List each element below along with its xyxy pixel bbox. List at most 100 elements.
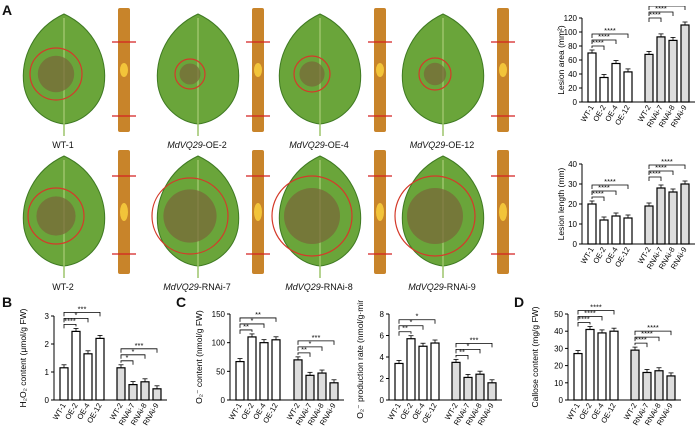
significance-label: * xyxy=(410,318,413,327)
significance-bracket xyxy=(648,164,686,169)
lesion-length-chart: Lesion length (mm)010203040WT-1OE-2OE-4O… xyxy=(556,157,695,271)
significance-label: * xyxy=(251,316,254,325)
leaf-photo-2 xyxy=(156,8,270,136)
lesion-circle xyxy=(27,187,85,245)
y-tick-label: 10 xyxy=(568,220,577,229)
bar xyxy=(680,24,690,103)
bar xyxy=(406,338,416,401)
o2-content-chart: O₂⁻ content (nmol/g FW) 050100150WT-1OE-2… xyxy=(194,310,344,427)
significance-bracket xyxy=(297,352,311,357)
y-tick-label: 40 xyxy=(568,160,577,169)
bar xyxy=(587,203,597,245)
significance-bracket xyxy=(398,331,412,336)
bar xyxy=(644,205,654,245)
significance-bracket xyxy=(239,317,277,322)
significance-label: **** xyxy=(64,316,76,325)
significance-label: **** xyxy=(655,163,667,172)
leaf-label-6: MdVQ29-RNAi-7 xyxy=(142,282,252,292)
significance-label: **** xyxy=(590,302,602,311)
significance-bracket xyxy=(591,33,629,38)
leaf-photo-7 xyxy=(271,150,392,278)
significance-label: ** xyxy=(402,324,408,333)
bar xyxy=(418,345,428,401)
panel-letter-c: C xyxy=(176,294,187,310)
significance-bracket xyxy=(63,312,101,317)
bar xyxy=(585,328,595,401)
bar xyxy=(271,339,281,401)
significance-bracket xyxy=(120,360,134,365)
bar xyxy=(668,191,678,245)
y-tick-label: 8 xyxy=(380,310,385,319)
leaf-lesion xyxy=(163,189,217,243)
bar xyxy=(630,349,640,401)
y-tick-label: 100 xyxy=(212,339,226,348)
y-tick-label: 50 xyxy=(216,367,225,376)
o2-rate-chart: O₂⁻ production rate (nmol/g·min) 02468WT-… xyxy=(355,300,502,427)
bar xyxy=(247,336,257,401)
bar xyxy=(259,342,269,401)
significance-bracket xyxy=(591,184,629,189)
leaf-lesion xyxy=(423,62,447,86)
gene-name: MdVQ29 xyxy=(167,140,203,150)
significance-label: **** xyxy=(649,10,661,19)
significance-label: **** xyxy=(604,26,616,35)
significance-label: * xyxy=(126,353,129,362)
y-tick-label: 0 xyxy=(559,396,564,405)
line-name: -RNAi-7 xyxy=(198,282,231,292)
lesion-circle xyxy=(151,177,229,255)
leaf-label-7: MdVQ29-RNAi-8 xyxy=(264,282,374,292)
significance-label: **** xyxy=(592,189,604,198)
y-axis-label: H₂O₂ content (μmol/g FW) xyxy=(18,308,28,407)
significance-bracket xyxy=(455,342,493,348)
callose-chart: Callose content (mg/g FW) 01020304050WT-1… xyxy=(530,302,681,427)
y-tick-label: 1 xyxy=(45,368,50,377)
significance-bracket xyxy=(648,17,662,22)
leaf-label-3: MdVQ29-OE-4 xyxy=(264,140,374,150)
leaf-photo-8 xyxy=(394,150,515,278)
y-tick-label: 3 xyxy=(45,312,50,321)
bar xyxy=(644,53,654,103)
y-tick-label: 80 xyxy=(568,42,577,51)
bar xyxy=(587,52,597,103)
y-tick-label: 4 xyxy=(380,353,385,362)
leaf-label-2: MdVQ29-OE-2 xyxy=(142,140,252,150)
lesion-circle xyxy=(293,55,331,93)
bar xyxy=(609,330,619,401)
y-tick-label: 2 xyxy=(380,375,385,384)
significance-label: **** xyxy=(655,6,667,13)
significance-bracket xyxy=(634,330,672,336)
bar xyxy=(623,217,633,245)
line-name: -OE-2 xyxy=(202,140,227,150)
y-tick-label: 30 xyxy=(554,344,563,353)
stem-lesion xyxy=(376,63,384,77)
bar xyxy=(95,337,105,401)
bar xyxy=(597,332,607,401)
line-name: -RNAi-8 xyxy=(320,282,353,292)
significance-bracket xyxy=(63,318,89,323)
line-name: -OE-12 xyxy=(445,140,475,150)
y-tick-label: 100 xyxy=(564,28,578,37)
gene-name: MdVQ29 xyxy=(409,140,446,150)
leaf-lesion xyxy=(36,196,76,236)
significance-label: ** xyxy=(301,345,307,354)
y-tick-label: 0 xyxy=(380,396,385,405)
panel-letter-d: D xyxy=(514,294,525,310)
significance-label: **** xyxy=(641,329,653,338)
significance-label: * xyxy=(309,339,312,348)
lesion-circle xyxy=(174,58,206,90)
significance-label: * xyxy=(132,347,135,356)
gene-name: MdVQ29 xyxy=(289,140,325,150)
leaf-photo-3 xyxy=(278,8,392,136)
significance-label: *** xyxy=(78,304,87,313)
y-tick-label: 150 xyxy=(212,310,226,319)
stem-lesion xyxy=(120,63,128,77)
significance-bracket xyxy=(591,39,617,44)
bar xyxy=(305,374,315,401)
y-tick-label: 20 xyxy=(568,84,577,93)
y-axis-label: Lesion area (mm²) xyxy=(556,25,566,95)
stem-lesion xyxy=(499,63,507,77)
lesion-circle xyxy=(418,57,452,91)
bar xyxy=(642,371,652,401)
y-tick-label: 20 xyxy=(554,362,563,371)
significance-bracket xyxy=(239,323,265,328)
